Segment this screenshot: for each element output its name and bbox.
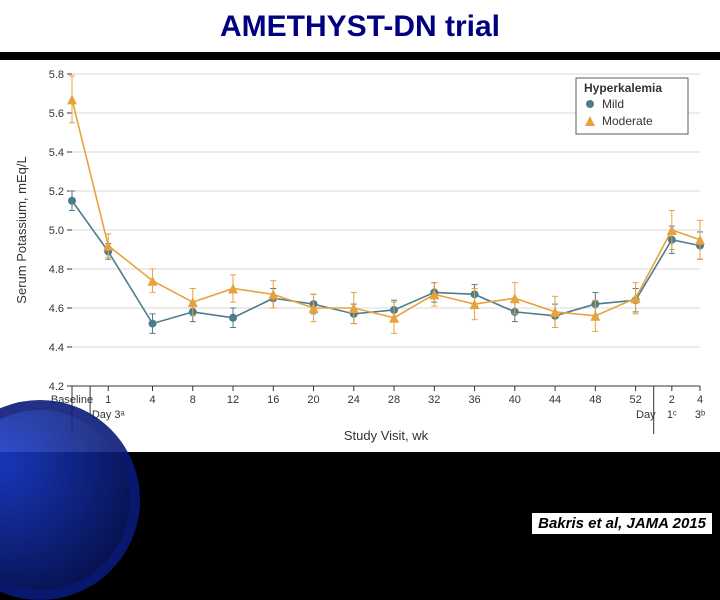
svg-text:48: 48	[589, 394, 601, 406]
citation-text: Bakris et al, JAMA 2015	[532, 513, 712, 534]
svg-text:4.2: 4.2	[49, 381, 64, 393]
svg-text:24: 24	[348, 394, 360, 406]
svg-text:2: 2	[669, 394, 675, 406]
svg-text:12: 12	[227, 394, 239, 406]
svg-text:52: 52	[629, 394, 641, 406]
svg-text:5.4: 5.4	[49, 147, 64, 159]
svg-text:28: 28	[388, 394, 400, 406]
svg-text:Moderate: Moderate	[602, 114, 653, 128]
svg-text:4: 4	[149, 394, 155, 406]
svg-text:5.8: 5.8	[49, 69, 64, 81]
svg-text:4.8: 4.8	[49, 264, 64, 276]
svg-text:32: 32	[428, 394, 440, 406]
svg-text:8: 8	[190, 394, 196, 406]
svg-text:Mild: Mild	[602, 97, 624, 111]
svg-text:Study Visit, wk: Study Visit, wk	[344, 428, 429, 443]
svg-text:5.0: 5.0	[49, 225, 64, 237]
svg-text:3ᵇ: 3ᵇ	[695, 409, 705, 421]
chart-container: 4.24.44.64.85.05.25.45.65.8Baseline1Day …	[0, 60, 720, 452]
svg-text:Hyperkalemia: Hyperkalemia	[584, 81, 662, 95]
svg-text:4.4: 4.4	[49, 342, 64, 354]
svg-text:Day: Day	[636, 409, 656, 421]
slide-title: AMETHYST-DN trial	[190, 8, 530, 48]
svg-text:20: 20	[307, 394, 319, 406]
svg-text:1: 1	[105, 394, 111, 406]
svg-text:36: 36	[468, 394, 480, 406]
svg-text:4: 4	[697, 394, 703, 406]
svg-text:16: 16	[267, 394, 279, 406]
svg-text:5.6: 5.6	[49, 108, 64, 120]
svg-text:1ᶜ: 1ᶜ	[667, 409, 677, 421]
svg-text:5.2: 5.2	[49, 186, 64, 198]
svg-text:4.6: 4.6	[49, 303, 64, 315]
chart-svg: 4.24.44.64.85.05.25.45.65.8Baseline1Day …	[0, 60, 720, 452]
svg-text:40: 40	[509, 394, 521, 406]
svg-text:Serum Potassium, mEq/L: Serum Potassium, mEq/L	[14, 156, 29, 303]
svg-text:44: 44	[549, 394, 561, 406]
